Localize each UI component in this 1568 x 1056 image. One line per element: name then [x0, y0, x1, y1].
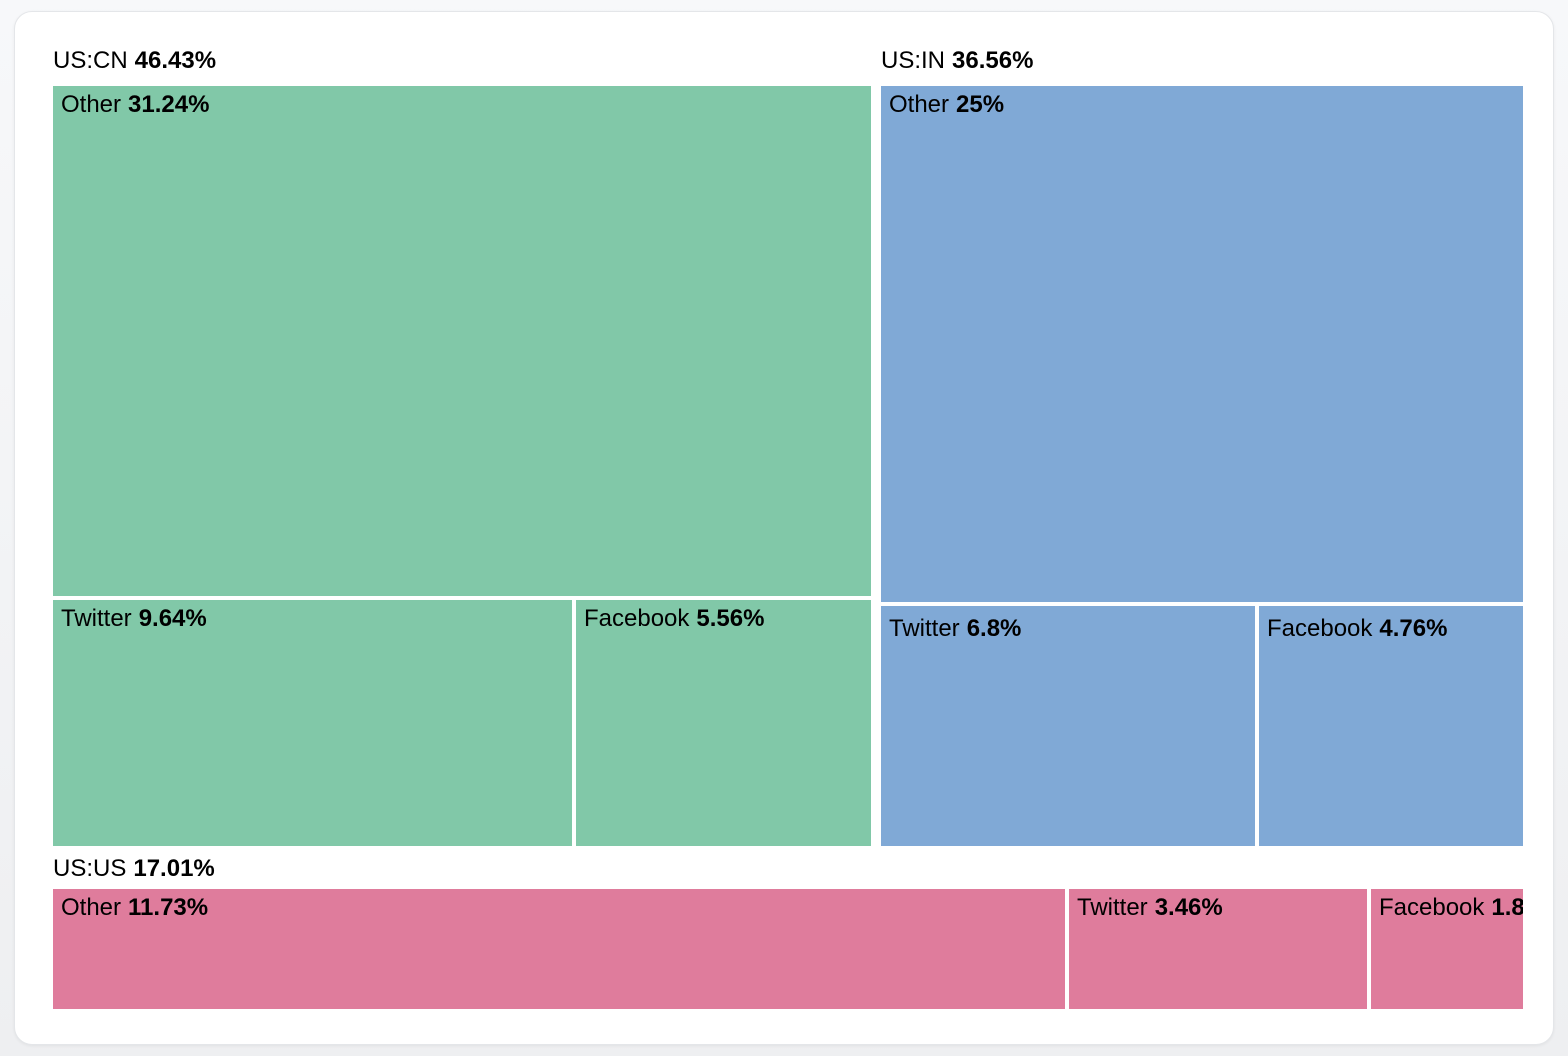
group-name: US:US [53, 855, 127, 882]
treemap-cell-usus-twitter[interactable]: Twitter 3.46% [1069, 889, 1367, 1009]
cell-name: Facebook [584, 605, 690, 632]
cell-percentage: 9.64% [138, 605, 207, 632]
treemap-cell-uscn-other[interactable]: Other 31.24% [53, 86, 871, 596]
cell-label: Other 11.73% [53, 889, 1065, 922]
treemap-cell-usin-facebook[interactable]: Facebook 4.76% [1259, 606, 1523, 846]
cell-percentage: 25% [956, 91, 1005, 118]
group-percentage: 17.01% [133, 855, 215, 882]
cell-name: Other [889, 91, 950, 118]
group-name: US:CN [53, 47, 128, 74]
cell-name: Facebook [1267, 615, 1373, 642]
group-percentage: 46.43% [134, 47, 217, 74]
cell-percentage: 11.73% [128, 894, 209, 921]
cell-percentage: 4.76% [1379, 615, 1448, 642]
cell-percentage: 31.24% [128, 91, 210, 118]
cell-name: Facebook [1379, 894, 1485, 921]
treemap-cell-uscn-twitter[interactable]: Twitter 9.64% [53, 600, 572, 846]
group-name: US:IN [881, 47, 946, 74]
treemap-cell-usin-twitter[interactable]: Twitter 6.8% [881, 606, 1255, 846]
cell-percentage: 6.8% [966, 615, 1022, 642]
cell-label: Other 25% [881, 86, 1523, 119]
group-label-uscn: US:CN 46.43% [53, 46, 216, 76]
cell-percentage: 5.56% [696, 605, 765, 632]
cell-label: Twitter 6.8% [881, 606, 1255, 643]
cell-name: Other [61, 91, 122, 118]
cell-percentage: 1.81% [1491, 894, 1523, 921]
treemap-cell-usin-other[interactable]: Other 25% [881, 86, 1523, 602]
cell-name: Twitter [889, 615, 960, 642]
treemap-cell-usus-other[interactable]: Other 11.73% [53, 889, 1065, 1009]
cell-label: Twitter 9.64% [53, 600, 572, 633]
group-label-usus: US:US 17.01% [53, 854, 215, 884]
cell-percentage: 3.46% [1154, 894, 1223, 921]
cell-label: Other 31.24% [53, 86, 871, 119]
group-label-usin: US:IN 36.56% [881, 46, 1033, 76]
cell-name: Twitter [61, 605, 132, 632]
cell-name: Other [61, 894, 122, 921]
cell-label: Facebook 5.56% [576, 600, 871, 633]
cell-name: Twitter [1077, 894, 1148, 921]
group-percentage: 36.56% [952, 47, 1034, 74]
treemap-card: US:CN 46.43% Other 31.24% Twitter 9.64% Fac… [14, 11, 1554, 1045]
cell-label: Twitter 3.46% [1069, 889, 1367, 922]
treemap-cell-uscn-facebook[interactable]: Facebook 5.56% [576, 600, 871, 846]
cell-label: Facebook 4.76% [1259, 606, 1523, 643]
